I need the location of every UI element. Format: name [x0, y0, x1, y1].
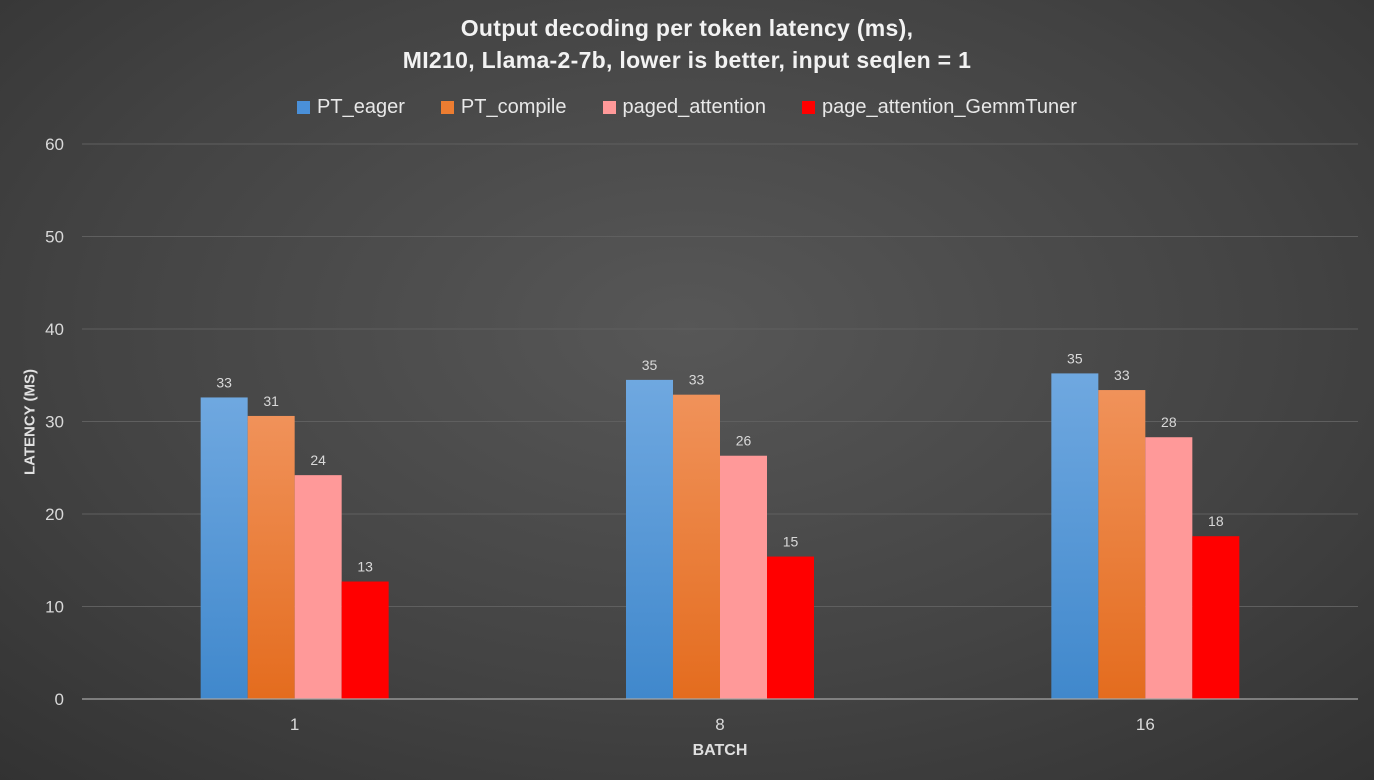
- data-label-PT_compile-1: 31: [263, 393, 279, 409]
- y-tick-label-40: 40: [45, 320, 64, 339]
- chart-title-line-1: Output decoding per token latency (ms),: [460, 15, 914, 41]
- y-tick-label-10: 10: [45, 598, 64, 617]
- legend-item-pt-eager: PT_eager: [297, 96, 405, 119]
- data-label-PT_compile-8: 33: [689, 372, 705, 388]
- data-label-PT_eager-1: 33: [216, 374, 232, 390]
- legend: PT_eager PT_compile paged_attention page…: [0, 94, 1374, 120]
- legend-item-gemmtuner: page_attention_GemmTuner: [801, 95, 1077, 119]
- legend-item-pt-compile: PT_compile: [440, 95, 567, 119]
- data-label-PT_compile-16: 33: [1114, 367, 1130, 383]
- bar-PT_eager-1: [200, 397, 248, 699]
- data-label-paged_attention-1: 24: [310, 452, 326, 468]
- data-label-paged_attention-16: 28: [1161, 414, 1177, 430]
- data-label-page_attention_GemmTuner-16: 18: [1208, 513, 1224, 529]
- data-label-page_attention_GemmTuner-1: 13: [357, 559, 373, 575]
- x-tick-label-1: 1: [290, 715, 299, 734]
- x-axis-label: BATCH: [692, 742, 748, 759]
- y-axis-ticks: 0 10 20 30 40 50 60: [45, 135, 64, 709]
- y-axis-label: LATENCY (MS): [21, 368, 39, 476]
- y-tick-label-20: 20: [45, 505, 64, 524]
- bar-PT_compile-1: [247, 415, 295, 699]
- legend-swatch-pt-eager: [297, 100, 311, 114]
- bar-paged_attention-16: [1145, 437, 1193, 699]
- legend-label-gemmtuner: page_attention_GemmTuner: [821, 95, 1077, 118]
- bar-PT_compile-8: [673, 394, 720, 699]
- bar-page_attention_GemmTuner-16: [1192, 536, 1240, 699]
- bar-PT_eager-8: [626, 379, 673, 699]
- y-tick-label-50: 50: [45, 228, 64, 247]
- legend-label-pt-compile: PT_compile: [460, 95, 567, 118]
- legend-swatch-paged-attention: [602, 100, 616, 114]
- chart-title-line-2: MI210, Llama-2-7b, lower is better, inpu…: [402, 47, 972, 73]
- data-label-page_attention_GemmTuner-8: 15: [783, 534, 799, 550]
- bar-page_attention_GemmTuner-8: [767, 556, 814, 699]
- x-axis-ticks: 1 8 16: [290, 715, 1155, 734]
- y-tick-label-60: 60: [45, 135, 64, 154]
- chart-title: Output decoding per token latency (ms), …: [0, 12, 1374, 76]
- legend-swatch-gemmtuner: [801, 100, 815, 114]
- data-labels: 33 31 24 13 35 33 26 15 35 33 28 18: [216, 350, 1223, 574]
- bar-paged_attention-1: [294, 475, 342, 699]
- x-tick-label-16: 16: [1136, 715, 1155, 734]
- data-label-PT_eager-16: 35: [1067, 350, 1083, 366]
- bar-page_attention_GemmTuner-1: [341, 581, 389, 699]
- y-tick-label-0: 0: [55, 690, 64, 709]
- bar-PT_eager-16: [1051, 373, 1099, 699]
- x-tick-label-8: 8: [715, 715, 724, 734]
- bar-PT_compile-16: [1098, 390, 1146, 699]
- legend-label-pt-eager: PT_eager: [317, 95, 405, 118]
- bar-paged_attention-8: [720, 455, 767, 699]
- legend-label-paged-attention: paged_attention: [622, 95, 766, 118]
- data-label-paged_attention-8: 26: [736, 433, 752, 449]
- y-tick-label-30: 30: [45, 413, 64, 432]
- bars: [200, 373, 1240, 699]
- legend-swatch-pt-compile: [440, 100, 454, 114]
- data-label-PT_eager-8: 35: [642, 357, 658, 373]
- legend-item-paged-attention: paged_attention: [602, 95, 766, 119]
